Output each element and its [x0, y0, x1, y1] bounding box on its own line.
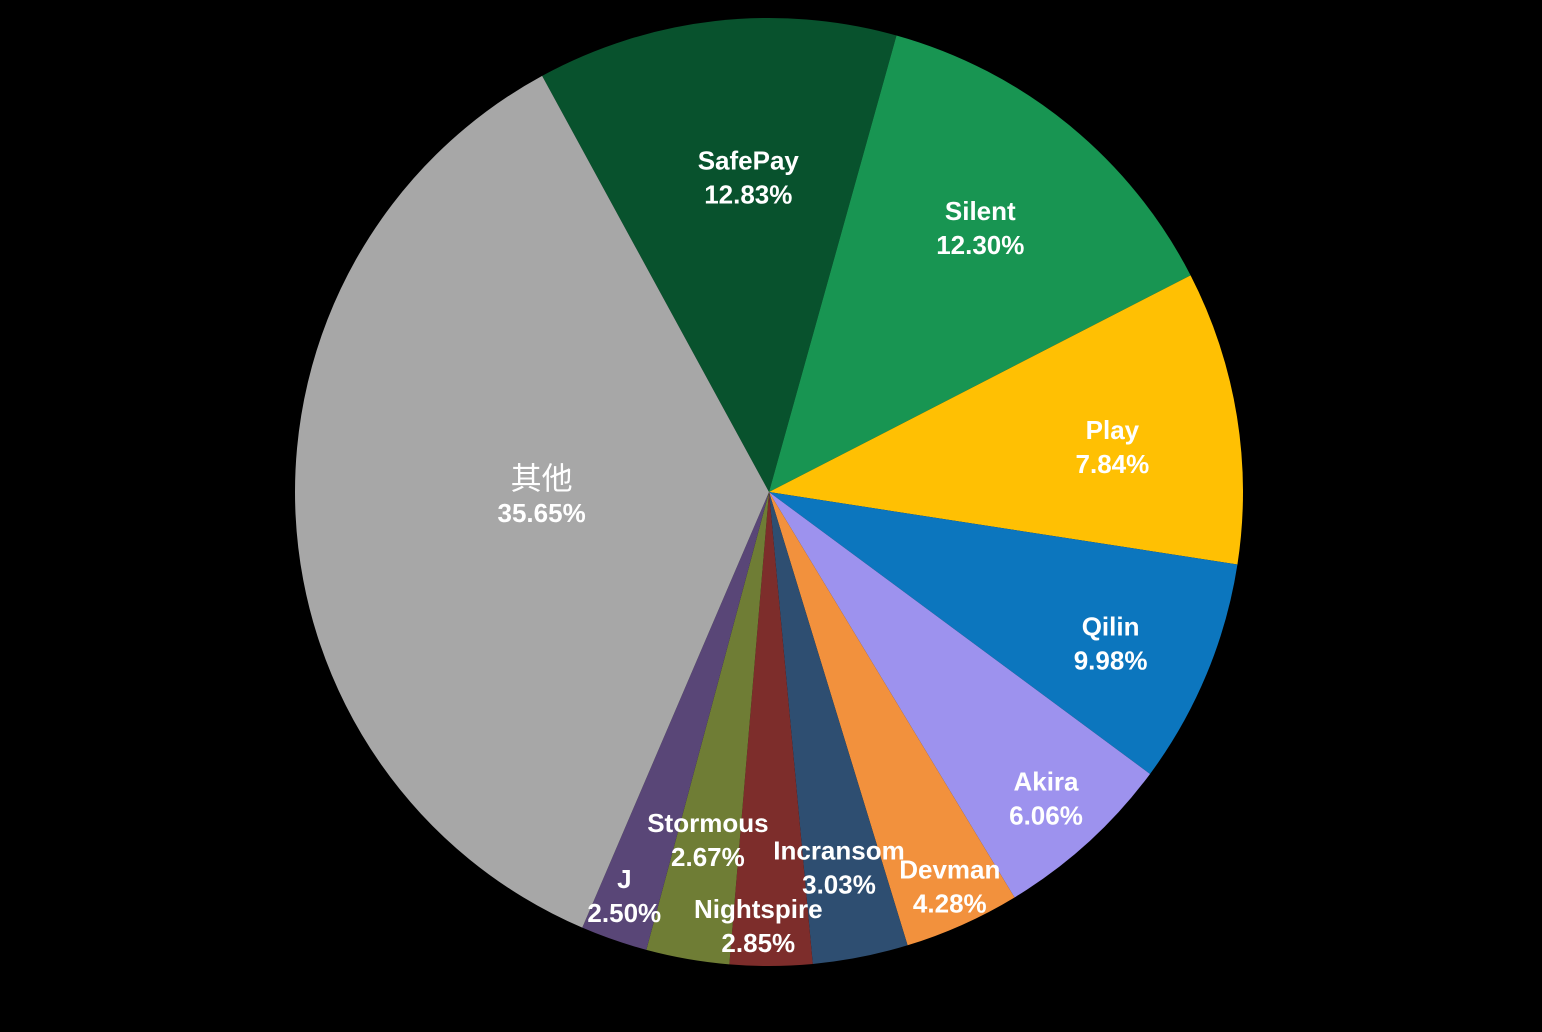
pie-label-name-qilin: Qilin	[1082, 611, 1140, 641]
pie-label-value-devman: 4.28%	[913, 889, 987, 919]
pie-label-incransom: Incransom 3.03%	[773, 835, 905, 899]
pie-label-name-j: J	[617, 864, 631, 894]
pie-label-name-akira: Akira	[1013, 767, 1079, 797]
pie-label-value-play: 7.84%	[1076, 449, 1150, 479]
pie-label-name-other: 其他	[511, 462, 573, 498]
pie-label-value-qilin: 9.98%	[1074, 645, 1148, 675]
pie-label-value-stormous: 2.67%	[671, 842, 745, 872]
pie-label-nightspire: Nightspire 2.85%	[694, 894, 823, 958]
pie-label-value-silent: 12.30%	[936, 230, 1024, 260]
pie-label-name-safepay: SafePay	[698, 146, 800, 176]
pie-slice-qilin	[769, 492, 1238, 774]
pie-slice-other	[295, 75, 769, 928]
pie-slice-nightspire	[729, 492, 813, 966]
pie-label-value-nightspire: 2.85%	[721, 928, 795, 958]
pie-label-akira: Akira 6.06%	[1009, 767, 1083, 831]
pie-label-value-akira: 6.06%	[1009, 801, 1083, 831]
pie-label-name-nightspire: Nightspire	[694, 894, 823, 924]
pie-slice-akira	[769, 492, 1151, 898]
pie-label-value-other: 35.65%	[498, 498, 586, 528]
pie-label-value-safepay: 12.83%	[704, 180, 792, 210]
pie-slice-play	[769, 275, 1243, 565]
pie-slice-silent	[769, 35, 1191, 493]
pie-label-silent: Silent 12.30%	[936, 196, 1024, 260]
pie-label-qilin: Qilin 9.98%	[1074, 611, 1148, 675]
pie-slice-incransom	[769, 492, 908, 964]
pie-label-stormous: Stormous 2.67%	[647, 808, 768, 872]
pie-label-name-stormous: Stormous	[647, 808, 768, 838]
pie-slice-stormous	[646, 492, 769, 965]
pie-label-devman: Devman 4.28%	[899, 855, 1000, 919]
pie-label-safepay: SafePay 12.83%	[698, 146, 800, 210]
pie-label-j: J 2.50%	[587, 864, 661, 928]
pie-label-value-incransom: 3.03%	[802, 869, 876, 899]
pie-label-name-play: Play	[1086, 415, 1140, 445]
pie-slice-safepay	[542, 18, 897, 493]
pie-label-value-j: 2.50%	[587, 898, 661, 928]
pie-slice-j	[582, 492, 769, 950]
pie-label-name-incransom: Incransom	[773, 835, 905, 865]
pie-label-name-silent: Silent	[945, 196, 1016, 226]
pie-slice-devman	[769, 492, 1015, 946]
pie-label-play: Play 7.84%	[1076, 415, 1150, 479]
pie-label-name-devman: Devman	[899, 855, 1000, 885]
